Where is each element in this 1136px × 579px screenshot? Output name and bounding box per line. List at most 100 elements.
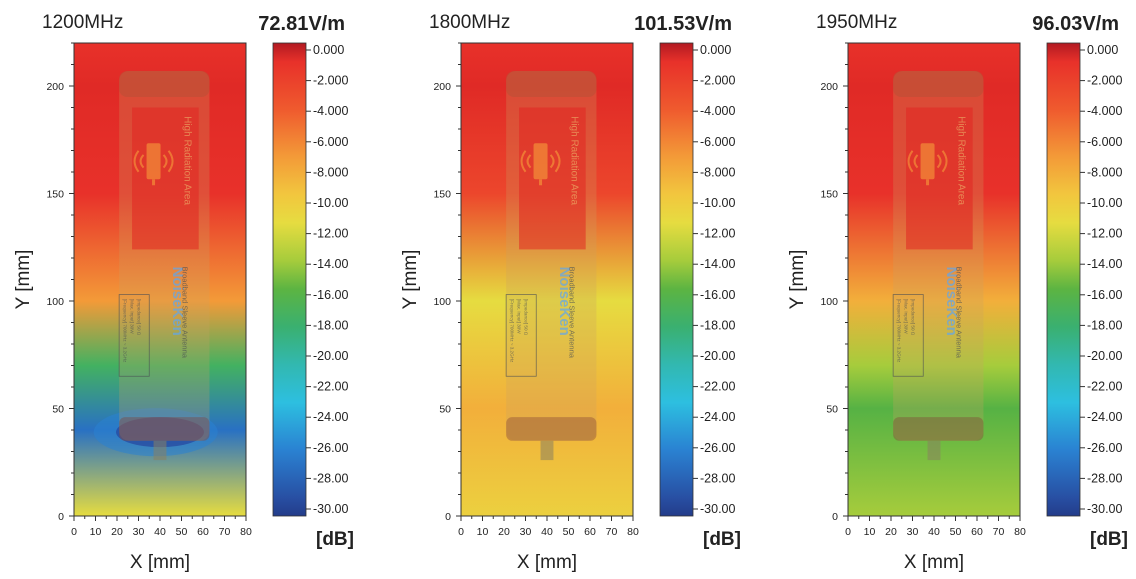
colorbar-label: -26.00 (313, 441, 348, 455)
wave-left-icon (133, 150, 140, 173)
colorbar-label: -18.00 (700, 318, 735, 332)
product-label: Broadband Sleeve Antenna (181, 267, 190, 359)
y-tick-label: 200 (820, 81, 838, 93)
colorbar-label: 0.000 (313, 43, 344, 57)
wave-left-icon (520, 150, 527, 173)
x-axis-label: X [mm] (517, 552, 577, 573)
spec-line: [Frequency] 700MHz ~ 3.2GHz (896, 299, 901, 363)
colorbar-label: -20.00 (700, 349, 735, 363)
x-tick-label: 0 (458, 526, 464, 538)
colorbar-label: -18.00 (1087, 318, 1122, 332)
frequency-label: 1950MHz (816, 12, 897, 33)
x-tick-label: 60 (584, 526, 596, 538)
colorbar-label: -28.00 (700, 471, 735, 485)
x-tick-label: 40 (154, 526, 166, 538)
y-tick-label: 0 (445, 511, 451, 523)
colorbar-label: -8.000 (700, 165, 735, 179)
colorbar-label: -16.00 (1087, 288, 1122, 302)
x-tick-label: 30 (520, 526, 532, 538)
spec-line: [Frequency] 700MHz ~ 3.2GHz (509, 299, 514, 363)
spec-line: [Max. Input] 30W (129, 299, 134, 334)
y-tick-label: 50 (52, 404, 64, 416)
x-tick-label: 40 (928, 526, 940, 538)
x-tick-label: 50 (563, 526, 575, 538)
frequency-label: 1800MHz (429, 12, 510, 33)
wave-left-icon (907, 150, 914, 173)
frequency-label: 1200MHz (42, 12, 123, 33)
spec-line: [Impedance] 50 Ω (136, 299, 141, 336)
x-tick-label: 60 (971, 526, 983, 538)
antenna-icon (146, 143, 161, 180)
y-tick-label: 150 (46, 189, 64, 201)
wave-right-icon (936, 154, 942, 169)
colorbar-label: -28.00 (1087, 471, 1122, 485)
colorbar-label: -12.00 (313, 227, 348, 241)
spec-line: [Max. Input] 30W (516, 299, 521, 334)
colorbar-label: -16.00 (700, 288, 735, 302)
colorbar-label: -14.00 (1087, 257, 1122, 271)
x-axis-label: X [mm] (904, 552, 964, 573)
colorbar-label: -10.00 (700, 196, 735, 210)
antenna-icon-stem (152, 179, 156, 186)
y-tick-label: 150 (433, 189, 451, 201)
connector (153, 440, 167, 461)
x-tick-label: 0 (845, 526, 851, 538)
colorbar-label: -12.00 (700, 227, 735, 241)
y-tick-label: 200 (46, 81, 64, 93)
colorbar (1046, 42, 1081, 517)
y-tick-label: 0 (58, 511, 64, 523)
spec-box (892, 294, 924, 377)
antenna-bottom-cap (506, 417, 597, 441)
wave-right-icon (549, 154, 555, 169)
colorbar-label: -24.00 (313, 410, 348, 424)
colorbar-label: -2.000 (1087, 74, 1122, 88)
antenna-top-cap (119, 70, 210, 97)
antenna-top-cap (506, 70, 597, 97)
antenna-bottom-cap (893, 417, 984, 441)
x-tick-label: 30 (133, 526, 145, 538)
brand-label: NoiseKen (169, 267, 186, 336)
colorbar-label: -14.00 (700, 257, 735, 271)
connector (927, 440, 941, 461)
colorbar-label: -6.000 (1087, 135, 1122, 149)
colorbar-label: -4.000 (700, 104, 735, 118)
y-axis-label: Y [mm] (787, 250, 808, 310)
wave-left-icon (526, 154, 532, 169)
colorbar-label: -4.000 (313, 104, 348, 118)
colorbar (272, 42, 307, 517)
wave-right-icon (941, 150, 948, 173)
colorbar-unit: [dB] (703, 529, 741, 550)
colorbar-label: -24.00 (1087, 410, 1122, 424)
high-radiation-zone (132, 107, 199, 250)
high-radiation-zone (519, 107, 586, 250)
x-tick-label: 10 (477, 526, 489, 538)
colorbar-label: -16.00 (313, 288, 348, 302)
antenna-icon-stem (539, 179, 543, 186)
colorbar-label: -28.00 (313, 471, 348, 485)
wave-right-icon (167, 150, 174, 173)
y-tick-label: 100 (433, 296, 451, 308)
high-radiation-label: High Radiation Area (956, 116, 967, 205)
x-tick-label: 70 (219, 526, 231, 538)
colorbar-label: -8.000 (313, 165, 348, 179)
colorbar-label: -14.00 (313, 257, 348, 271)
x-tick-label: 0 (71, 526, 77, 538)
colorbar-label: -30.00 (700, 502, 735, 516)
colorbar-label: -30.00 (313, 502, 348, 516)
x-tick-label: 20 (111, 526, 123, 538)
x-axis-label: X [mm] (130, 552, 190, 573)
colorbar-label: -2.000 (313, 74, 348, 88)
colorbar-unit: [dB] (316, 529, 354, 550)
x-tick-label: 80 (1014, 526, 1026, 538)
x-tick-label: 70 (993, 526, 1005, 538)
peak-field-value: 72.81V/m (258, 13, 345, 35)
x-tick-label: 80 (627, 526, 639, 538)
y-tick-label: 0 (832, 511, 838, 523)
colorbar-label: -18.00 (313, 318, 348, 332)
brand-label: NoiseKen (556, 267, 573, 336)
y-tick-label: 100 (820, 296, 838, 308)
spec-box (118, 294, 150, 377)
chart-panel: 1800MHz 101.53V/m High Radiation Area Noise… (400, 12, 741, 573)
colorbar-unit: [dB] (1090, 529, 1128, 550)
colorbar-label: -10.00 (313, 196, 348, 210)
